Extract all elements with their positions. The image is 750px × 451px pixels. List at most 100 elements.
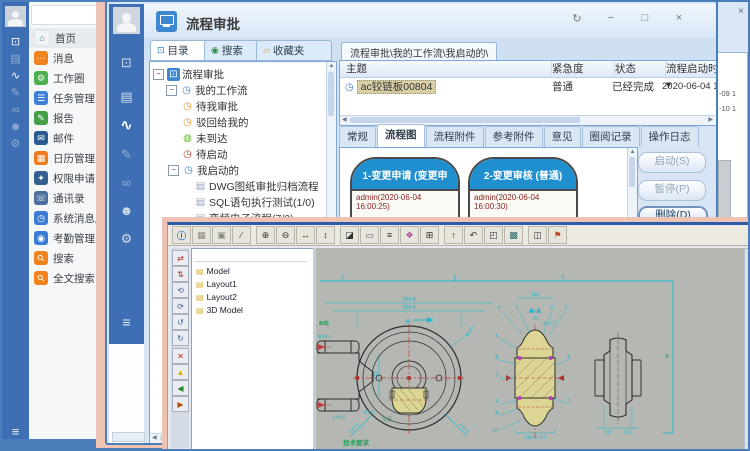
monitor-icon[interactable]: ⊡ <box>10 36 21 48</box>
activity-chart-icon[interactable]: ∿ <box>10 70 21 82</box>
cad-panel-icon[interactable]: ◫ <box>528 226 547 244</box>
cad-image-icon[interactable]: ▩ <box>504 226 523 244</box>
cad-window-icon[interactable]: ⊞ <box>420 226 439 244</box>
cad-flat-icon[interactable]: ▭ <box>360 226 379 244</box>
tree-item[interactable]: − ⊡ 流程审批 <box>150 66 224 82</box>
menu-item-fulltext-search[interactable]: ⚲ 全文搜索 <box>34 271 95 285</box>
menu-item-tasks[interactable]: ☰ 任务管理 <box>29 88 105 108</box>
menu-item-messages[interactable]: ⋯ 消息 <box>29 48 105 68</box>
tab-logs[interactable]: 操作日志 <box>640 126 699 147</box>
cad-zoom-window-icon[interactable]: ◰ <box>484 226 503 244</box>
cad-flip-v-icon[interactable]: ⇅ <box>172 266 189 282</box>
cad-info-icon[interactable]: ⓘ <box>172 226 191 244</box>
maximize-icon[interactable]: □ <box>641 12 649 24</box>
close-icon[interactable]: × <box>675 12 683 24</box>
cad-layers-icon[interactable]: ≡ <box>380 226 399 244</box>
cad-export-icon[interactable]: ◀ <box>172 380 189 396</box>
cad-warning-icon[interactable]: ▲ <box>172 364 189 380</box>
horizontal-scrollbar[interactable]: ◀▶ <box>340 115 715 125</box>
start-button[interactable]: 启动(S) <box>638 152 706 173</box>
cad-rotate-270-icon[interactable]: ↻ <box>172 330 189 346</box>
menu-item-history[interactable]: ◷系统消息历史 <box>29 208 105 228</box>
col-status[interactable]: 状态 <box>609 61 666 77</box>
layout-item-layout1[interactable]: ▤ Layout1 <box>196 279 237 289</box>
menu-item-calendar[interactable]: ▦ 日历管理 <box>29 148 105 168</box>
collapse-icon[interactable]: − <box>153 68 164 80</box>
tab-opinions[interactable]: 意见 <box>543 126 581 147</box>
menu-toggle[interactable]: ≡ <box>122 314 131 330</box>
vertical-scrollbar[interactable]: ▲▼ <box>744 248 750 451</box>
tree-item[interactable]: − ◷ 我的工作流 <box>150 82 248 98</box>
tab-attachments[interactable]: 流程附件 <box>425 126 484 147</box>
tree-item[interactable]: ▤ SQL语句执行测试(1/0) <box>195 196 315 209</box>
menu-item-home[interactable]: ⌂ 首页 <box>29 28 105 48</box>
cad-print-icon[interactable]: ▦ <box>192 226 211 244</box>
cad-flip-h-icon[interactable]: ⇄ <box>172 250 189 266</box>
col-urgency[interactable]: 紧急度 <box>546 61 615 77</box>
menu-item-permissions[interactable]: ✦ 权限申请 <box>29 168 105 188</box>
avatar[interactable] <box>5 6 26 27</box>
tab-search[interactable]: ◉ 搜索 <box>204 40 266 61</box>
share-icon[interactable]: ∞ <box>11 104 20 116</box>
notebook-icon[interactable]: ▤ <box>120 89 133 104</box>
cad-fit-height-icon[interactable]: ↕ <box>316 226 335 244</box>
splitter[interactable] <box>313 248 316 448</box>
scrollbar[interactable] <box>112 432 145 442</box>
tree-item[interactable]: ◷ 驳回给我的 <box>150 114 248 130</box>
tab-circulation[interactable]: 圈阅记录 <box>581 126 640 147</box>
tree-item[interactable]: ◷ 待启动 <box>150 146 227 162</box>
cad-zoom-out-icon[interactable]: ⊖ <box>276 226 295 244</box>
cad-fit-width-icon[interactable]: ↔ <box>296 226 315 244</box>
gear-icon[interactable]: ⚙ <box>10 138 21 150</box>
gear-icon[interactable]: ⚙ <box>120 231 133 246</box>
cad-undo-icon[interactable]: ↶ <box>464 226 483 244</box>
layout-item-layout2[interactable]: ▤ Layout2 <box>196 292 237 302</box>
menu-item-mail[interactable]: ✉ 邮件 <box>29 128 105 148</box>
collapse-icon[interactable]: − <box>166 84 177 96</box>
tab-favorites[interactable]: ▱ 收藏夹 <box>256 40 332 61</box>
tab-directory[interactable]: ⊡ 目录 <box>150 40 214 61</box>
contacts-icon[interactable]: ☻ <box>119 203 134 218</box>
tree-item[interactable]: ◍ 未到达 <box>150 130 227 146</box>
collapse-icon[interactable]: − <box>168 164 179 176</box>
cad-copy-icon[interactable]: ▣ <box>212 226 231 244</box>
draw-icon[interactable]: ✎ <box>10 87 21 99</box>
layout-item-model[interactable]: ▤ Model <box>196 266 230 276</box>
tab-references[interactable]: 参考附件 <box>484 126 543 147</box>
cad-flag-icon[interactable]: ⚑ <box>548 226 567 244</box>
menu-item-workgroup[interactable]: ⚙ 工作圈 <box>29 68 105 88</box>
cad-import-icon[interactable]: ▶ <box>172 396 189 412</box>
vertical-scrollbar[interactable]: ▲ <box>627 148 637 225</box>
menu-item-attendance[interactable]: ◉ 考勤管理 <box>29 228 105 248</box>
pause-button[interactable]: 暂停(P) <box>638 180 706 201</box>
cad-zoom-in-icon[interactable]: ⊕ <box>256 226 275 244</box>
cad-line-icon[interactable]: ∕ <box>232 226 251 244</box>
cad-contrast-icon[interactable]: ◪ <box>340 226 359 244</box>
share-icon[interactable]: ∞ <box>121 175 132 190</box>
cad-rotate-left-icon[interactable]: ⟲ <box>172 282 189 298</box>
tree-item[interactable]: ▤ DWG图纸审批归档流程 <box>195 180 319 193</box>
activity-chart-icon[interactable]: ∿ <box>120 117 133 134</box>
draw-icon[interactable]: ✎ <box>121 147 132 162</box>
monitor-icon[interactable]: ⊡ <box>121 55 132 70</box>
breadcrumb[interactable]: 流程审批\我的工作流\我启动的\ <box>341 42 498 62</box>
menu-item-search[interactable]: ⚲ 搜索 <box>34 251 74 265</box>
minimize-icon[interactable]: − <box>607 12 615 24</box>
layout-filter-input[interactable] <box>194 251 307 262</box>
cad-delete-icon[interactable]: ✕ <box>172 348 189 364</box>
tree-item[interactable]: − ◷ 我启动的 <box>150 162 239 178</box>
cad-rotate-right-icon[interactable]: ⟳ <box>172 298 189 314</box>
contacts-icon[interactable]: ☻ <box>9 121 22 133</box>
menu-search-input[interactable] <box>31 5 103 25</box>
cad-arrow-up-icon[interactable]: ↑ <box>444 226 463 244</box>
refresh-icon[interactable]: ↻ <box>572 13 582 25</box>
layout-item-3dmodel[interactable]: ▤ 3D Model <box>196 305 243 315</box>
tab-flowchart[interactable]: 流程图 <box>377 124 425 147</box>
close-icon[interactable]: × <box>738 6 744 17</box>
menu-item-contacts[interactable]: ☏ 通讯录 <box>34 191 85 205</box>
cad-canvas[interactable]: 1 2 A Φ40.1 B向 4-M16 142 <box>316 248 744 449</box>
menu-toggle[interactable]: ≡ <box>11 424 20 439</box>
cad-rotate-90-icon[interactable]: ↺ <box>172 314 189 330</box>
